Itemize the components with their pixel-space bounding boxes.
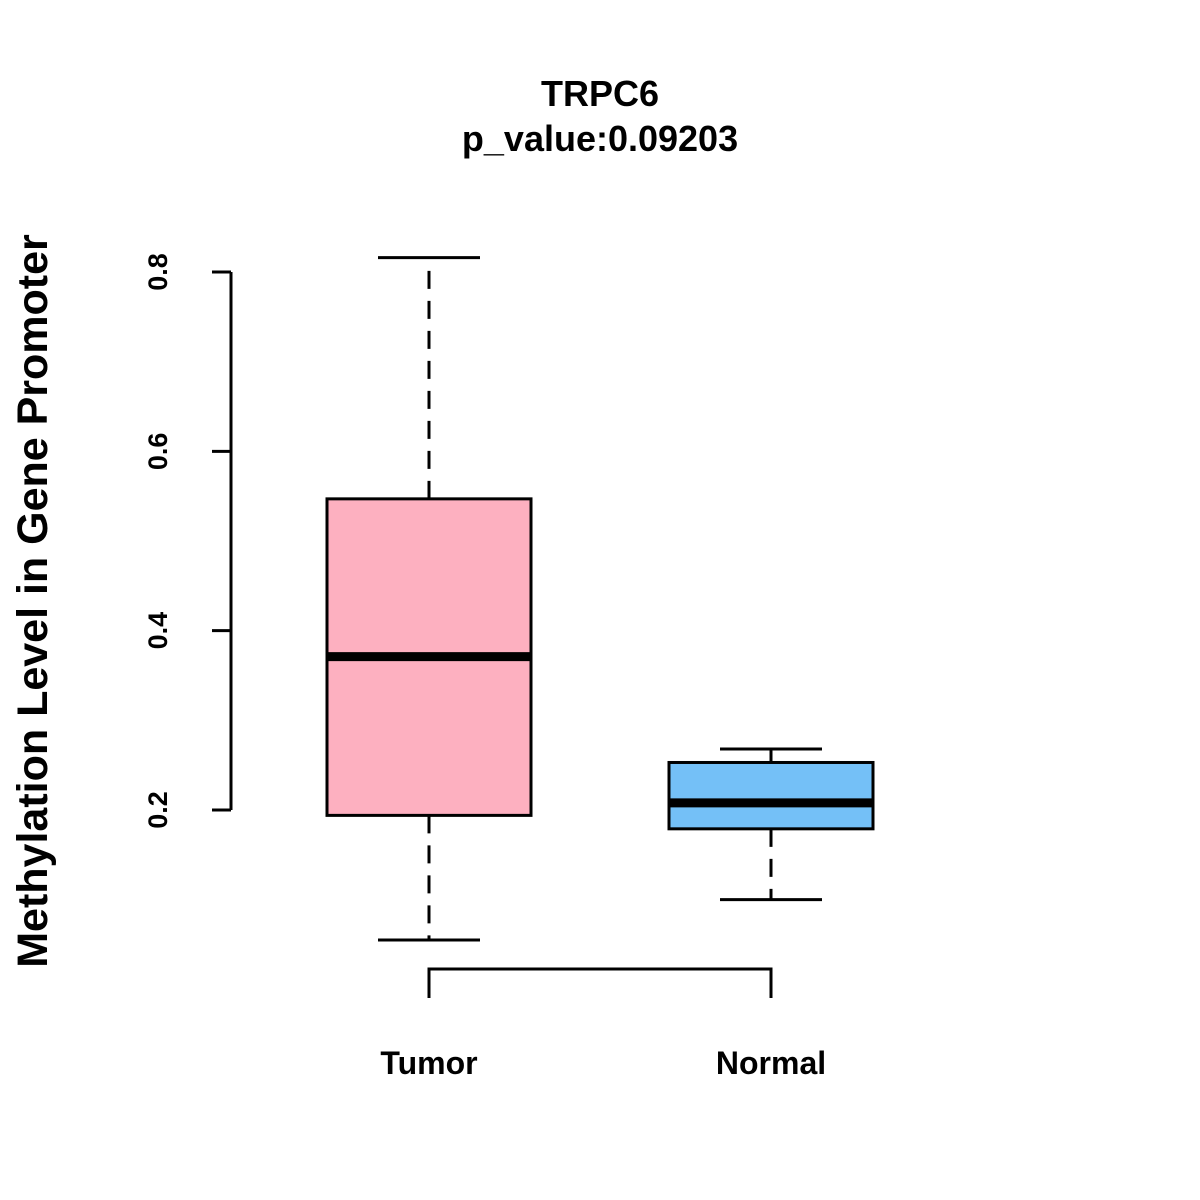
comparison-bracket bbox=[427, 967, 773, 998]
y-tick-label: 0.2 bbox=[143, 791, 173, 829]
chart-subtitle: p_value:0.09203 bbox=[462, 118, 738, 159]
iqr-box bbox=[667, 760, 875, 831]
bracket-line bbox=[427, 967, 773, 998]
y-axis-label: Methylation Level in Gene Promoter bbox=[9, 234, 57, 968]
category-label-normal: Normal bbox=[716, 1045, 826, 1081]
y-axis-ticks: 0.2 0.4 0.6 0.8 bbox=[143, 253, 231, 829]
box-tumor bbox=[325, 256, 533, 942]
boxes-layer bbox=[325, 256, 875, 942]
y-tick-label: 0.6 bbox=[143, 433, 173, 471]
category-labels: Tumor Normal bbox=[380, 1045, 826, 1081]
y-tick-label: 0.4 bbox=[143, 612, 173, 650]
y-tick-label: 0.8 bbox=[143, 253, 173, 291]
category-label-tumor: Tumor bbox=[380, 1045, 477, 1081]
box-normal bbox=[667, 747, 875, 902]
chart-title: TRPC6 bbox=[541, 73, 659, 114]
